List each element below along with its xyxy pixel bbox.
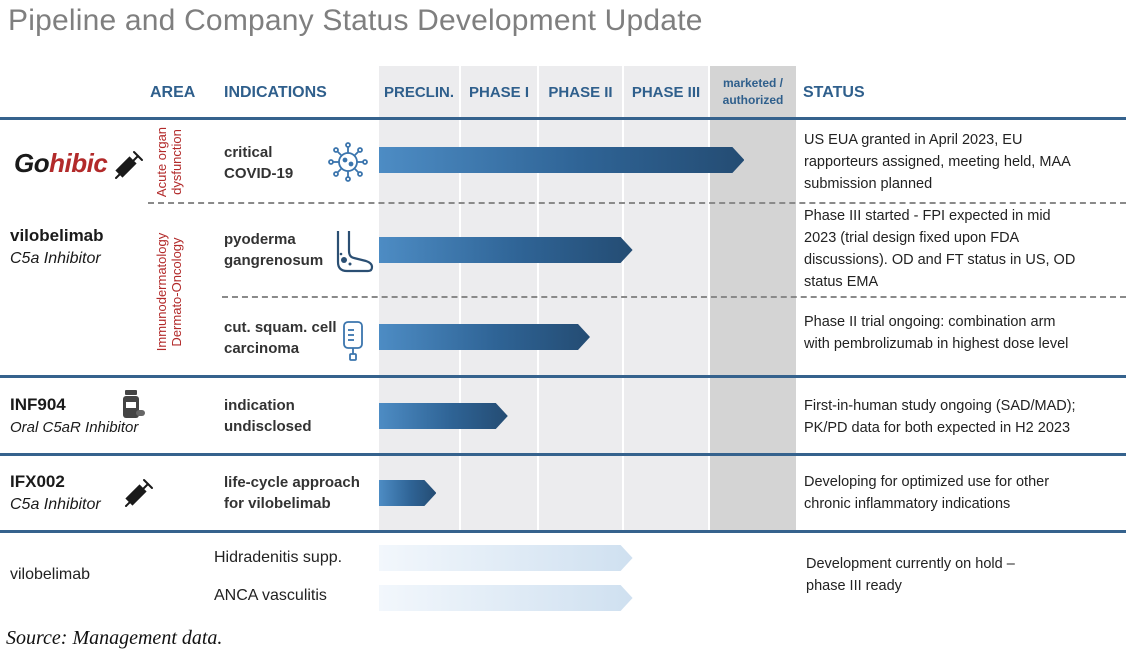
phase-column-phase3-mid (624, 378, 708, 453)
source-note: Source: Management data. (6, 627, 223, 649)
infusion-bag-icon (343, 321, 363, 361)
phase-column-phase2-lower (539, 456, 622, 530)
status-lifecycle-line1: Developing for optimized use for other (804, 474, 1050, 490)
indication-cscc-line2: carcinoma (224, 340, 300, 357)
status-covid-line3: submission planned (804, 176, 933, 192)
separator-inf904 (0, 375, 1126, 378)
syringe-icon (125, 479, 153, 507)
page-title: Pipeline and Company Status Development … (8, 4, 703, 37)
foot-icon (336, 231, 374, 273)
virus-icon (328, 142, 368, 182)
progress-bar-hidradenitis (379, 545, 633, 571)
status-pyoderma-line3: discussions). OD and FT status in US, OD (804, 252, 1076, 268)
product-ifx002-subtitle: C5a Inhibitor (10, 496, 101, 513)
header-status: STATUS (803, 84, 865, 101)
progress-bar-covid (379, 147, 744, 173)
indication-lifecycle-line2: for vilobelimab (224, 495, 331, 512)
header-marketed-line1: marketed / (722, 76, 784, 90)
indication-pyoderma-line1: pyoderma (224, 231, 296, 248)
status-undisclosed-line1: First-in-human study ongoing (SAD/MAD); (804, 398, 1076, 414)
status-pyoderma-line4: status EMA (804, 274, 879, 290)
separator-row1 (148, 202, 1126, 204)
product-vilobelimab-hold: vilobelimab (10, 566, 91, 583)
indication-cscc-line1: cut. squam. cell (224, 319, 337, 336)
area-immuno-line2: Dermato-Oncology (169, 237, 184, 347)
status-covid-line1: US EUA granted in April 2023, EU (804, 132, 1023, 148)
status-covid-line2: rapporteurs assigned, meeting held, MAA (804, 154, 1071, 170)
indication-lifecycle-line1: life-cycle approach (224, 474, 360, 491)
indication-anca: ANCA vasculitis (214, 587, 327, 604)
status-cscc: Phase II trial ongoing: combination arm … (804, 311, 1124, 355)
status-hold-line2: phase III ready (806, 578, 902, 594)
product-inf904-subtitle: Oral C5aR Inhibitor (10, 419, 139, 436)
status-cscc-line2: with pembrolizumab in highest dose level (804, 336, 1069, 352)
product-vilobelimab: vilobelimab (10, 226, 104, 245)
product-ifx002: IFX002 (10, 472, 65, 491)
indication-cscc: cut. squam. cell carcinoma (224, 317, 337, 359)
gohibic-logo-hibic: hibic (49, 148, 108, 178)
indication-undisclosed-line1: indication (224, 397, 295, 414)
header-marketed-line2: authorized (722, 93, 784, 107)
header-phase2: PHASE II (548, 83, 613, 101)
indication-covid-line2: COVID-19 (224, 165, 294, 182)
phase-column-phase1-lower (461, 456, 537, 530)
indication-pyoderma-line2: gangrenosum (224, 252, 324, 269)
status-cscc-line1: Phase II trial ongoing: combination arm (804, 314, 1056, 330)
indication-lifecycle: life-cycle approach for vilobelimab (224, 472, 360, 514)
product-inf904: INF904 (10, 395, 66, 414)
status-hold: Development currently on hold – phase II… (806, 553, 1126, 597)
header-phase1: PHASE I (468, 83, 529, 101)
area-acute-organ: Acute organ dysfunction (154, 112, 186, 212)
status-covid: US EUA granted in April 2023, EU rapport… (804, 129, 1124, 195)
status-pyoderma: Phase III started - FPI expected in mid … (804, 205, 1124, 293)
indication-hidradenitis: Hidradenitis supp. (214, 549, 343, 566)
phase-column-phase2-mid (539, 378, 622, 453)
indication-undisclosed-line2: undisclosed (224, 418, 312, 435)
area-immunodermatology: Immunodermatology Dermato-Oncology (154, 227, 186, 357)
gohibic-logo: Gohibic (14, 148, 108, 179)
phase-column-phase3-lower (624, 456, 708, 530)
indication-covid: critical COVID-19 (224, 142, 293, 184)
area-acute-line1: Acute organ (154, 126, 169, 198)
progress-bar-undisclosed (379, 403, 508, 429)
status-lifecycle-line2: chronic inflammatory indications (804, 496, 1011, 512)
status-undisclosed-line2: PK/PD data for both expected in H2 2023 (804, 420, 1071, 436)
progress-bar-lifecycle (379, 480, 436, 506)
phase-column-marketed-mid (710, 378, 796, 453)
area-acute-line2: dysfunction (169, 129, 184, 195)
status-hold-line1: Development currently on hold – (806, 556, 1015, 572)
progress-bar-cscc (379, 324, 590, 350)
pill-bottle-icon (123, 390, 145, 418)
status-lifecycle: Developing for optimized use for other c… (804, 471, 1124, 515)
status-undisclosed: First-in-human study ongoing (SAD/MAD); … (804, 395, 1124, 439)
separator-ifx002 (0, 453, 1126, 456)
syringe-icon (115, 151, 143, 179)
indication-pyoderma: pyoderma gangrenosum (224, 229, 323, 271)
area-immuno-line1: Immunodermatology (154, 232, 169, 352)
header-phase3: PHASE III (631, 83, 701, 101)
product-vilobelimab-subtitle: C5a Inhibitor (10, 250, 101, 267)
indication-covid-line1: critical (224, 144, 273, 161)
header-marketed: marketed / authorized (710, 66, 796, 118)
header-indications: INDICATIONS (224, 84, 327, 101)
separator-row2 (222, 296, 1126, 298)
separator-header (0, 117, 1126, 120)
progress-bar-anca (379, 585, 633, 611)
gohibic-logo-go: Go (14, 148, 50, 178)
header-preclin: PRECLIN. (383, 83, 454, 101)
header-area: AREA (150, 84, 196, 101)
separator-hold (0, 530, 1126, 533)
status-pyoderma-line1: Phase III started - FPI expected in mid (804, 208, 1051, 224)
progress-bar-pyoderma (379, 237, 633, 263)
phase-column-marketed-lower (710, 456, 796, 530)
status-pyoderma-line2: 2023 (trial design fixed upon FDA (804, 230, 1020, 246)
indication-undisclosed: indication undisclosed (224, 395, 312, 437)
